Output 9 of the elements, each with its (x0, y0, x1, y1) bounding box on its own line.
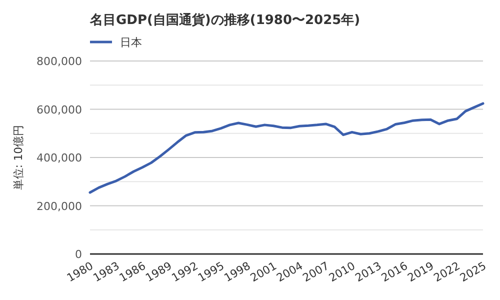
y-tick-label: 0 (75, 248, 82, 261)
y-tick-label: 200,000 (36, 200, 82, 213)
y-tick-label: 800,000 (36, 55, 82, 68)
y-axis-title: 単位: 10億円 (12, 124, 25, 190)
y-tick-label: 600,000 (36, 103, 82, 116)
legend-label: 日本 (120, 36, 142, 49)
chart-title: 名目GDP(自国通貨)の推移(1980〜2025年) (89, 12, 360, 28)
line-series (88, 102, 484, 194)
y-tick-label: 400,000 (36, 152, 82, 164)
